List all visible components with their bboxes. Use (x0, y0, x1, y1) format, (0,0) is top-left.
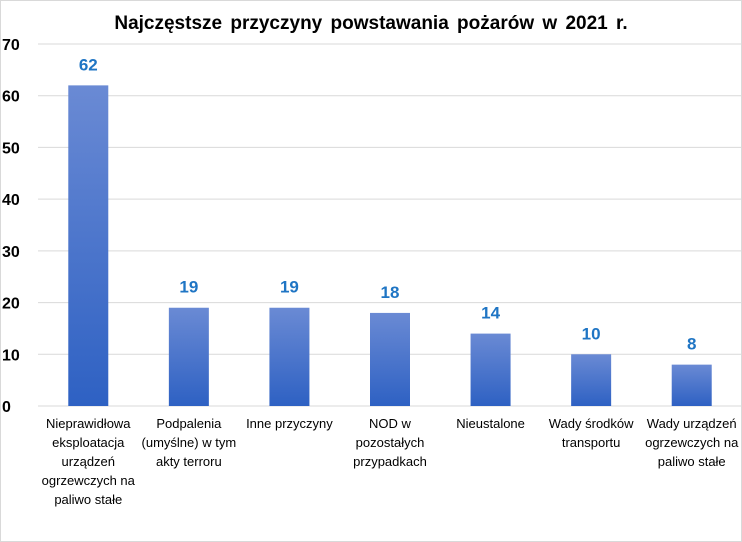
bar (370, 312, 410, 406)
y-tick-label: 20 (2, 296, 20, 313)
x-tick-label: Nieprawidłowa eksploatacja urządzeń ogrz… (41, 416, 135, 507)
y-tick-label: 40 (2, 192, 20, 209)
data-label: 18 (381, 283, 400, 302)
x-tick-label: Podpalenia (umyślne) w tym akty terroru (141, 416, 237, 469)
data-label: 19 (179, 278, 198, 297)
y-tick-label: 60 (2, 89, 20, 106)
bar (571, 354, 612, 406)
bar (168, 307, 209, 406)
bar (269, 307, 310, 406)
x-tick-label: Inne przyczyny (246, 416, 333, 431)
y-tick-label: 10 (2, 347, 20, 364)
x-tick-label: Nieustalone (456, 416, 525, 431)
y-tick-label: 50 (2, 140, 20, 157)
data-label: 62 (79, 55, 98, 74)
x-tick-label: Wady środków transportu (548, 416, 634, 450)
bar (68, 85, 109, 406)
data-label: 19 (280, 278, 299, 297)
chart-title: Najczęstsze przyczyny powstawania pożaró… (114, 13, 628, 34)
y-tick-label: 0 (2, 399, 11, 416)
data-label: 14 (481, 304, 500, 323)
y-tick-label: 70 (2, 37, 20, 54)
bar (470, 333, 511, 406)
x-tick-label: NOD w pozostałych przypadkach (353, 416, 427, 469)
y-tick-label: 30 (2, 244, 20, 261)
bar (671, 364, 712, 406)
data-label: 8 (687, 335, 696, 354)
x-tick-label: Wady urządzeń ogrzewczych na paliwo stał… (645, 416, 739, 469)
data-label: 10 (582, 324, 601, 343)
